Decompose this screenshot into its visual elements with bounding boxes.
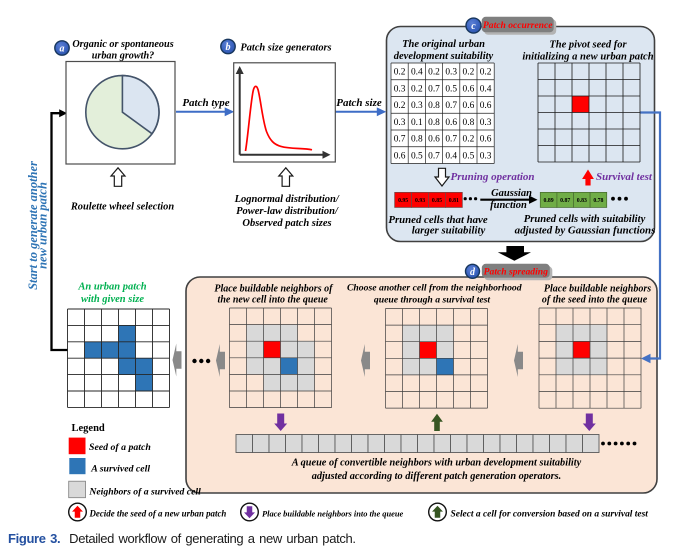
- svg-text:0.6: 0.6: [428, 135, 440, 145]
- svg-text:0.81: 0.81: [449, 198, 459, 204]
- svg-text:0.3: 0.3: [394, 118, 406, 128]
- svg-text:0.6: 0.6: [463, 101, 475, 111]
- svg-text:0.95: 0.95: [398, 198, 408, 204]
- svg-text:development suitability: development suitability: [394, 51, 494, 62]
- svg-text:0.7: 0.7: [428, 151, 440, 161]
- svg-text:0.7: 0.7: [428, 84, 440, 94]
- svg-text:0.78: 0.78: [593, 198, 603, 204]
- svg-text:0.4: 0.4: [445, 151, 457, 161]
- svg-text:0.8: 0.8: [428, 118, 440, 128]
- svg-text:Patch type: Patch type: [182, 97, 229, 109]
- svg-text:0.1: 0.1: [411, 118, 423, 128]
- svg-text:0.5: 0.5: [463, 151, 475, 161]
- svg-text:0.7: 0.7: [445, 135, 457, 145]
- svg-text:function: function: [490, 200, 527, 211]
- svg-text:Patch size: Patch size: [336, 97, 382, 109]
- svg-text:adjusted according to differen: adjusted according to different patch ge…: [312, 471, 562, 482]
- svg-text:Lognormal distribution/: Lognormal distribution/: [234, 194, 340, 205]
- svg-text:Pruned cells with suitability: Pruned cells with suitability: [524, 214, 646, 225]
- svg-text:0.2: 0.2: [394, 68, 406, 78]
- svg-text:0.8: 0.8: [463, 118, 475, 128]
- svg-text:Start to generate another: Start to generate another: [26, 161, 40, 290]
- svg-text:0.83: 0.83: [577, 198, 587, 204]
- svg-text:Gaussian: Gaussian: [491, 188, 532, 199]
- svg-text:A queue of convertible neighbo: A queue of convertible neighbors with ur…: [291, 457, 582, 468]
- svg-text:Power-law distribution/: Power-law distribution/: [236, 206, 339, 217]
- svg-text:0.3: 0.3: [445, 68, 457, 78]
- svg-text:0.89: 0.89: [544, 198, 554, 204]
- svg-text:0.2: 0.2: [463, 135, 475, 145]
- svg-text:0.8: 0.8: [411, 135, 423, 145]
- svg-text:c: c: [471, 21, 476, 32]
- svg-text:Decide the seed of a new urban: Decide the seed of a new urban patch: [89, 508, 227, 518]
- svg-text:0.3: 0.3: [394, 84, 406, 94]
- svg-text:urban growth?: urban growth?: [92, 51, 155, 62]
- svg-text:queue through a survival test: queue through a survival test: [374, 294, 491, 305]
- svg-text:0.6: 0.6: [394, 151, 406, 161]
- svg-text:Pruning operation: Pruning operation: [451, 171, 535, 183]
- svg-text:0.93: 0.93: [415, 198, 425, 204]
- svg-text:0.2: 0.2: [411, 84, 423, 94]
- svg-text:0.3: 0.3: [411, 101, 423, 111]
- svg-text:Neighbors of a survived cell: Neighbors of a survived cell: [88, 486, 201, 497]
- svg-text:An urban patch: An urban patch: [77, 282, 146, 293]
- svg-text:0.85: 0.85: [432, 198, 442, 204]
- svg-text:0.7: 0.7: [394, 135, 406, 145]
- svg-text:0.6: 0.6: [480, 135, 492, 145]
- svg-text:Pruned cells that have: Pruned cells that have: [388, 214, 487, 226]
- svg-text:larger suitability: larger suitability: [412, 225, 486, 237]
- svg-text:Place buildable neighbors of: Place buildable neighbors of: [214, 283, 334, 294]
- svg-text:Select a cell for conversion b: Select a cell for conversion based on a …: [451, 509, 649, 519]
- svg-text:The original urban: The original urban: [402, 39, 485, 50]
- svg-text:Observed patch sizes: Observed patch sizes: [242, 218, 331, 229]
- svg-text:0.6: 0.6: [463, 84, 475, 94]
- svg-text:0.4: 0.4: [480, 84, 492, 94]
- svg-text:0.2: 0.2: [480, 68, 492, 78]
- svg-text:of the seed into the queue: of the seed into the queue: [542, 295, 648, 306]
- svg-text:0.87: 0.87: [560, 198, 570, 204]
- svg-text:0.2: 0.2: [463, 68, 475, 78]
- svg-text:Roulette wheel selection: Roulette wheel selection: [70, 202, 175, 213]
- svg-text:0.2: 0.2: [428, 68, 440, 78]
- svg-text:0.8: 0.8: [428, 101, 440, 111]
- svg-text:0.4: 0.4: [411, 68, 423, 78]
- svg-text:a: a: [60, 44, 65, 55]
- svg-text:adjusted by Gaussian functions: adjusted by Gaussian functions: [515, 225, 656, 237]
- svg-text:with given size: with given size: [81, 294, 144, 305]
- svg-text:Place buildable neighbors into: Place buildable neighbors into the queue: [262, 509, 404, 518]
- svg-text:Organic or spontaneous: Organic or spontaneous: [72, 39, 173, 50]
- svg-text:0.7: 0.7: [445, 101, 457, 111]
- svg-text:Choose another cell from the n: Choose another cell from the neighborhoo…: [347, 283, 522, 294]
- svg-text:b: b: [226, 42, 231, 53]
- svg-text:d: d: [470, 267, 476, 278]
- svg-text:0.3: 0.3: [480, 151, 492, 161]
- svg-text:0.5: 0.5: [445, 84, 457, 94]
- svg-text:A survived cell: A survived cell: [90, 463, 150, 474]
- svg-text:Patch occurrence: Patch occurrence: [483, 20, 553, 31]
- svg-text:Legend: Legend: [72, 423, 105, 434]
- svg-text:Patch spreading: Patch spreading: [484, 266, 548, 277]
- svg-text:0.2: 0.2: [394, 101, 406, 111]
- svg-text:new urban patch: new urban patch: [35, 182, 49, 269]
- svg-text:0.6: 0.6: [480, 101, 492, 111]
- svg-text:Survival test: Survival test: [596, 171, 653, 183]
- svg-text:the new cell into the queue: the new cell into the queue: [218, 295, 329, 306]
- svg-text:initializing a new urban patch: initializing a new urban patch: [522, 51, 653, 62]
- svg-text:Seed of a patch: Seed of a patch: [89, 442, 151, 453]
- svg-text:Patch size generators: Patch size generators: [240, 43, 331, 54]
- svg-text:Place buildable neighbors: Place buildable neighbors: [544, 283, 651, 294]
- svg-text:0.6: 0.6: [445, 118, 457, 128]
- svg-text:0.5: 0.5: [411, 151, 423, 161]
- svg-text:0.3: 0.3: [480, 118, 492, 128]
- svg-text:The pivot seed for: The pivot seed for: [549, 40, 627, 51]
